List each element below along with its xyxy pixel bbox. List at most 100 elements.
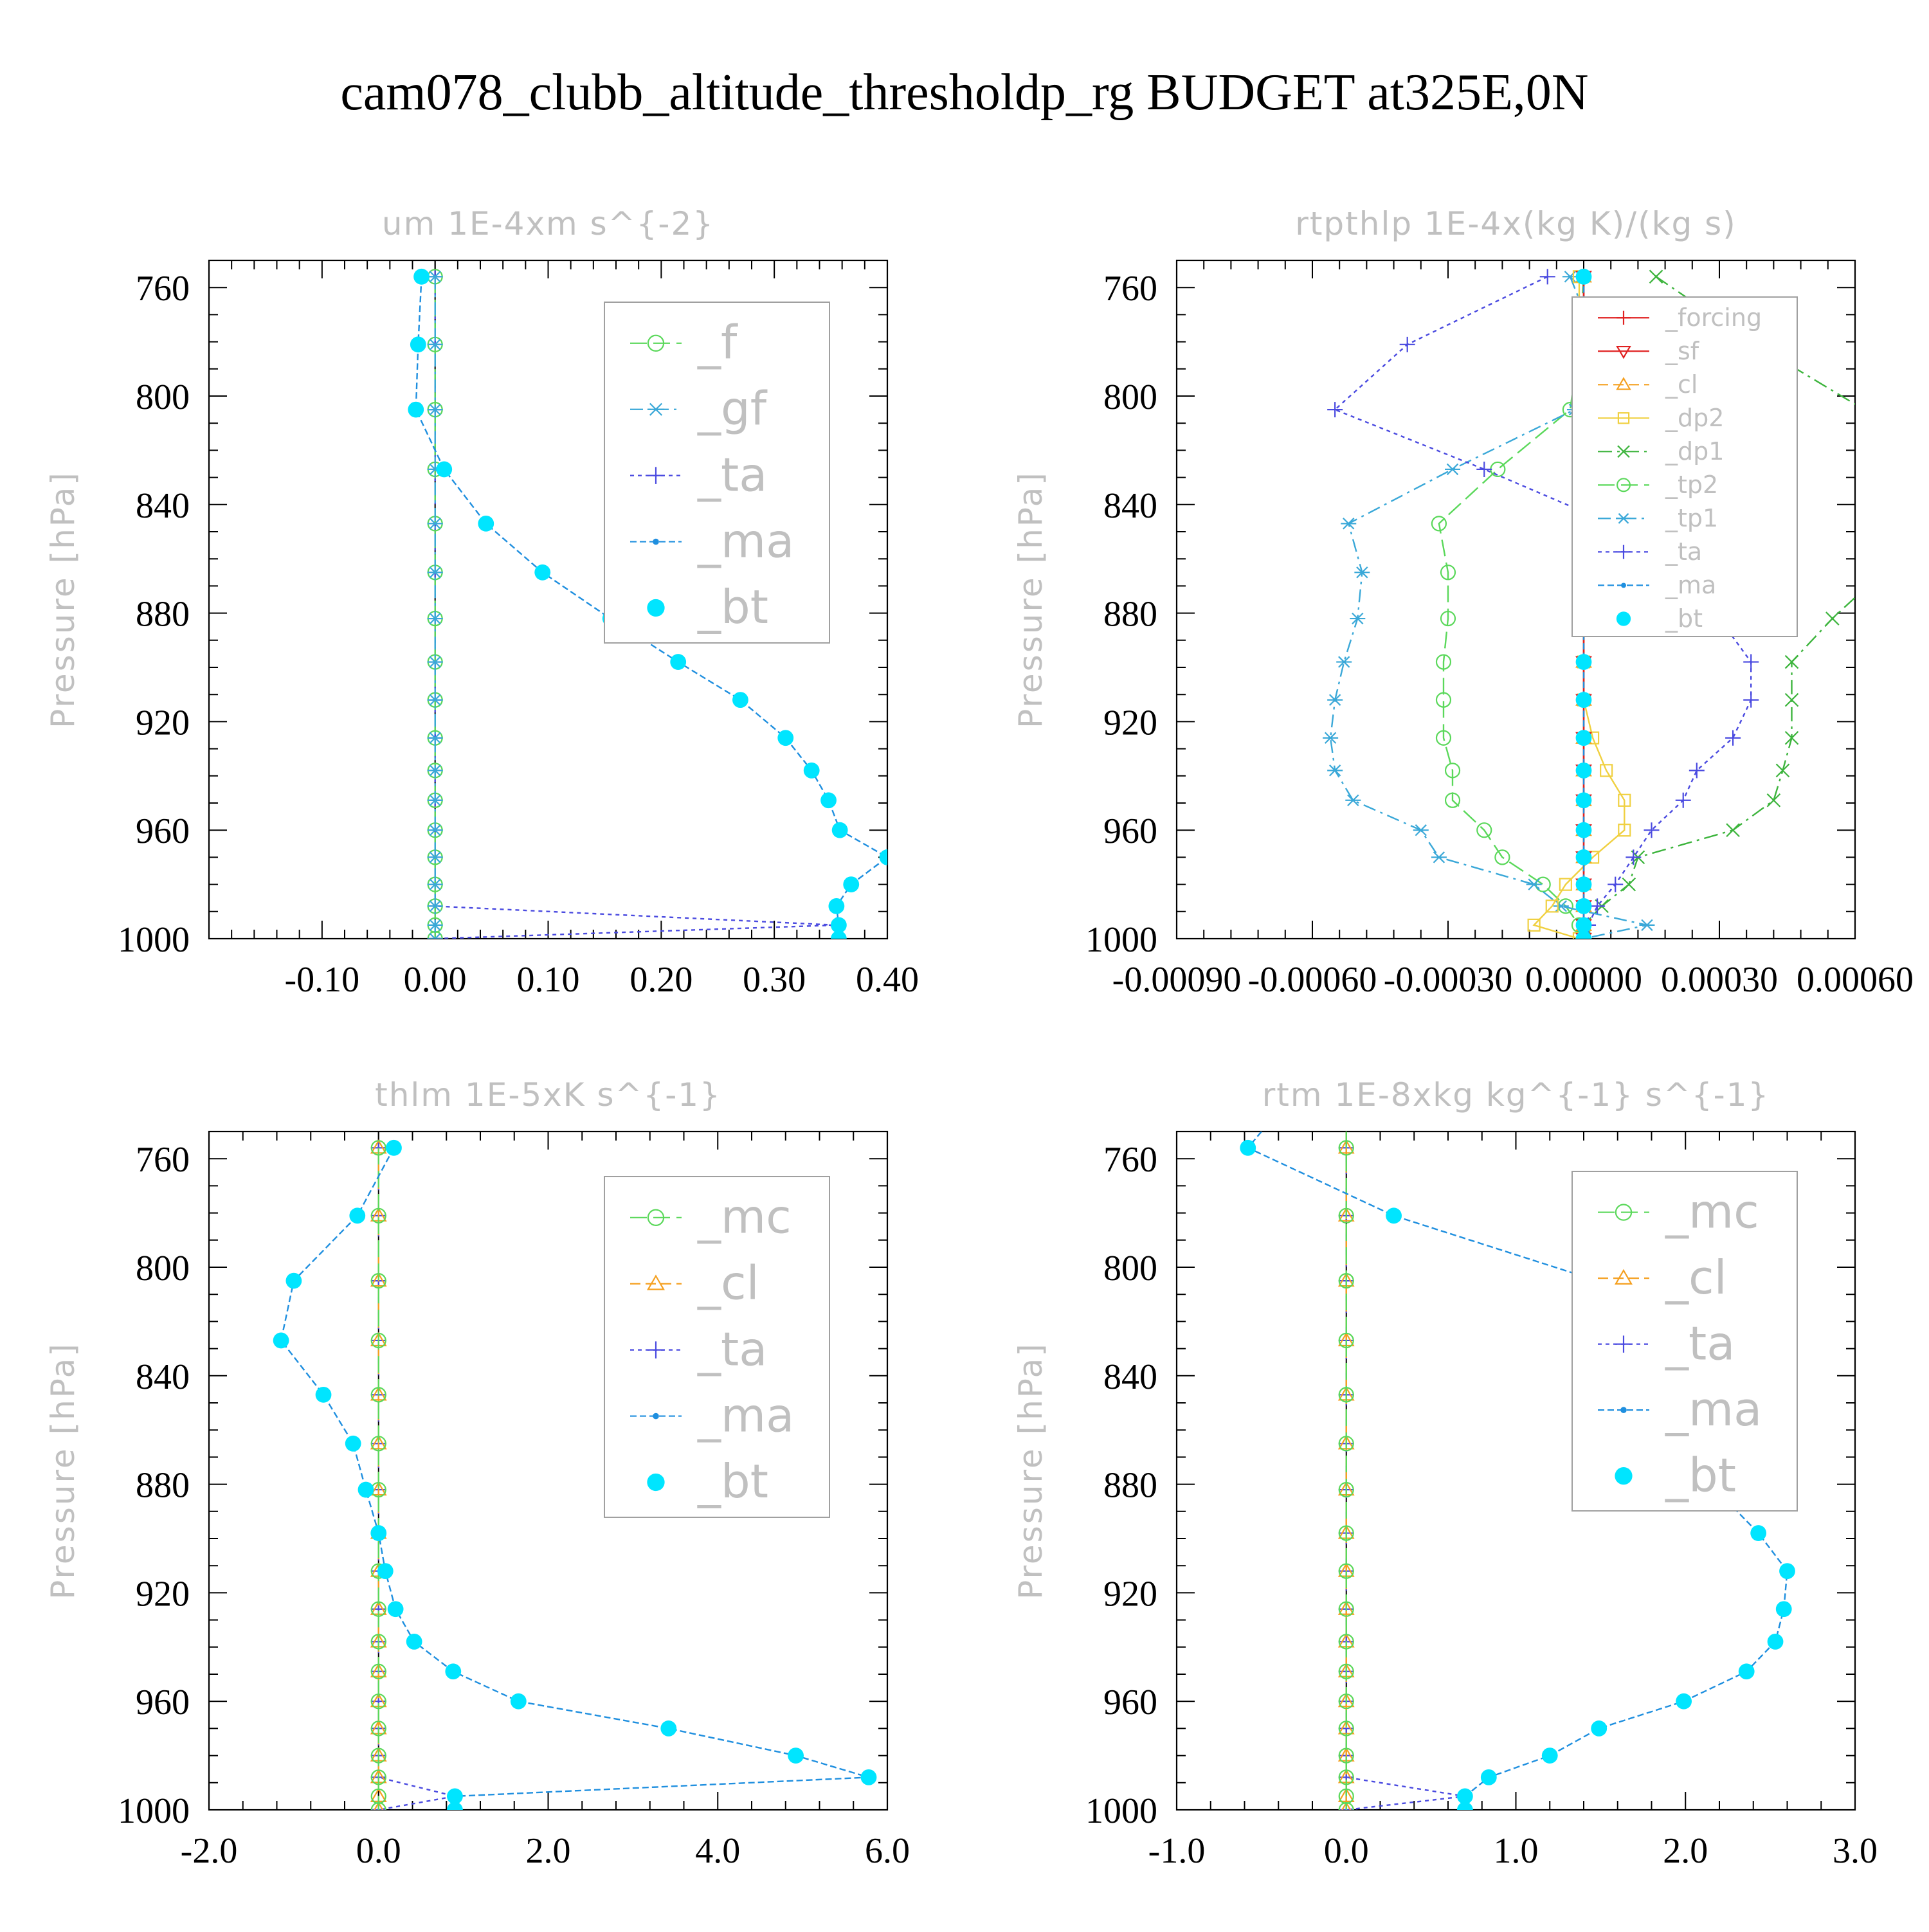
data-point [1431, 851, 1447, 863]
data-point [436, 461, 453, 478]
legend-label: _dp1 [1665, 437, 1724, 465]
data-point [777, 730, 794, 746]
legend-label: _cl [697, 1256, 759, 1310]
y-tick-label: 920 [136, 1574, 190, 1614]
data-point [370, 1801, 386, 1810]
panel-title: thlm 1E-5xK s^{-1} [375, 1076, 721, 1114]
data-point [1337, 1207, 1355, 1222]
data-point [427, 694, 443, 706]
data-point [1784, 655, 1799, 669]
data-point [345, 1435, 361, 1452]
data-point [1338, 1801, 1354, 1810]
data-point [1784, 730, 1799, 745]
legend-marker [647, 334, 665, 352]
x-tick-label: 0.20 [629, 960, 693, 1000]
data-point [1240, 1139, 1256, 1156]
series-tp1 [1323, 271, 1655, 939]
legend-label: _bt [697, 1454, 768, 1508]
data-point [1562, 271, 1578, 283]
data-point [1337, 1139, 1355, 1154]
data-point [370, 1332, 386, 1349]
x-tick-label: 2.0 [526, 1831, 571, 1871]
plot-area [273, 1139, 877, 1810]
legend-label: _ta [697, 447, 767, 501]
data-point [427, 900, 443, 912]
x-tick-label: 0.0 [356, 1831, 401, 1871]
data-point [1575, 898, 1592, 914]
series-tp2 [1431, 269, 1592, 939]
data-point [1435, 692, 1452, 708]
data-point [1575, 849, 1592, 865]
legend-marker [1617, 311, 1631, 325]
data-point [377, 1563, 394, 1580]
data-point [1327, 402, 1343, 418]
data-point [370, 1601, 386, 1617]
data-point [1480, 1769, 1497, 1785]
series-line [1438, 276, 1585, 939]
y-tick-label: 1000 [1085, 1791, 1157, 1831]
data-point [1338, 1601, 1354, 1617]
data-point [1338, 1720, 1354, 1737]
data-point [1639, 919, 1655, 932]
data-point [1743, 692, 1759, 708]
data-point [1575, 876, 1592, 892]
data-point [1575, 930, 1592, 939]
data-point [358, 1481, 374, 1498]
y-tick-label: 840 [136, 1357, 190, 1397]
legend-label: _bt [697, 580, 768, 634]
data-point [1494, 849, 1510, 865]
legend-marker [647, 1341, 665, 1359]
legend-marker [1620, 1407, 1627, 1413]
data-point [1327, 694, 1343, 706]
data-point [1825, 611, 1840, 626]
data-point [830, 917, 847, 934]
data-point [1476, 822, 1492, 838]
y-tick-label: 920 [1103, 703, 1157, 743]
data-point [1553, 900, 1569, 912]
y-tick-label: 920 [136, 703, 190, 743]
data-point [1338, 1481, 1354, 1498]
legend-marker [1615, 1204, 1633, 1221]
data-point [1775, 1601, 1792, 1618]
y-tick-label: 800 [136, 377, 190, 417]
legend-marker [647, 1209, 665, 1227]
data-point [1622, 877, 1636, 892]
data-point [1767, 1633, 1784, 1650]
data-point [427, 794, 443, 806]
data-point [370, 1769, 386, 1785]
data-point [1476, 461, 1492, 477]
data-point [1338, 1387, 1354, 1403]
x-tick-label: -0.00060 [1248, 960, 1377, 1000]
legend-label: _mc [1665, 1184, 1759, 1238]
figure-title: cam078_clubb_altitude_thresholdp_rg BUDG… [340, 64, 1588, 121]
data-point [349, 1207, 366, 1224]
y-tick-label: 960 [136, 1683, 190, 1722]
data-point [1456, 1788, 1473, 1805]
data-point [427, 566, 443, 579]
data-point [1626, 849, 1642, 865]
data-point [1345, 794, 1361, 806]
y-axis-label: Pressure [hPa] [44, 1342, 82, 1600]
data-point [1575, 822, 1592, 838]
data-point [1589, 898, 1606, 914]
data-point [427, 338, 443, 350]
data-point [370, 1207, 386, 1223]
data-point [1725, 730, 1741, 746]
data-point [1440, 610, 1456, 627]
series-bt [273, 1139, 877, 1810]
data-point [1386, 1207, 1402, 1224]
data-point [1413, 824, 1429, 836]
y-axis-label: Pressure [hPa] [44, 471, 82, 728]
data-point [510, 1693, 527, 1710]
data-point [386, 1139, 402, 1156]
data-point [1539, 269, 1555, 285]
y-tick-label: 880 [136, 1466, 190, 1506]
x-tick-label: -2.0 [181, 1831, 238, 1871]
data-point [1337, 1693, 1355, 1708]
x-tick-label: 1.0 [1494, 1831, 1539, 1871]
data-point [445, 1663, 462, 1680]
legend-marker [1616, 611, 1631, 626]
legend-marker [647, 599, 665, 617]
data-point [1600, 764, 1613, 777]
